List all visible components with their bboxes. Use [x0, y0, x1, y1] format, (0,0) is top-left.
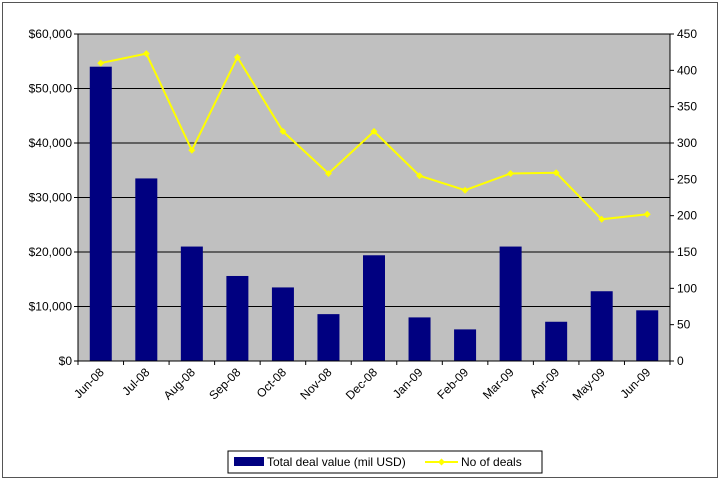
x-tick-label: Mar-09 [480, 365, 517, 402]
left-axis: $0 $10,000 $20,000 $30,000 $40,000 $50,000 $60… [29, 27, 79, 368]
left-tick-label: $60,000 [29, 27, 73, 41]
line-point [461, 186, 469, 194]
bar [180, 246, 203, 361]
legend-box [227, 450, 543, 474]
left-tick-label: $40,000 [29, 136, 73, 150]
bar [135, 178, 158, 361]
bar [363, 255, 385, 361]
x-tick-label: Sep-08 [206, 365, 243, 402]
x-tick-label: Apr-09 [527, 365, 563, 401]
gridlines [78, 33, 670, 307]
x-tick-label: Feb-09 [434, 365, 471, 402]
right-tick-label: 150 [677, 245, 697, 259]
bar [408, 317, 431, 361]
legend-bar-swatch [234, 457, 264, 466]
bar [89, 66, 112, 361]
legend-line-label: No of deals [461, 455, 522, 469]
right-tick-label: 100 [677, 281, 697, 295]
left-tick-label: $30,000 [29, 191, 73, 205]
bar [545, 321, 568, 361]
x-tick-label: Jan-09 [390, 365, 426, 401]
line-point [643, 210, 651, 218]
line-series [97, 50, 651, 223]
line-point [324, 170, 332, 178]
x-tick-label: May-09 [570, 365, 608, 403]
line-point [416, 172, 424, 180]
right-tick-label: 200 [677, 209, 697, 223]
line-point [370, 127, 378, 135]
right-tick-label: 50 [677, 318, 691, 332]
line-point [142, 50, 150, 58]
line-point [552, 169, 560, 177]
x-tick-label: Oct-08 [254, 365, 290, 401]
right-tick-label: 400 [677, 63, 697, 77]
x-tick-label: Jun-09 [617, 365, 653, 401]
line-point [97, 59, 105, 67]
bar [271, 287, 294, 361]
left-tick-label: $10,000 [29, 300, 73, 314]
right-tick-label: 300 [677, 136, 697, 150]
legend: Total deal value (mil USD) No of deals [227, 450, 543, 474]
bar [226, 275, 249, 361]
x-tick-label: Jul-08 [119, 365, 152, 398]
bar [590, 291, 613, 361]
legend-line-marker [438, 458, 445, 466]
right-tick-label: 0 [677, 354, 684, 368]
bar [636, 310, 659, 361]
x-axis: Jun-08 Jul-08 Aug-08 Sep-08 Oct-08 Nov-08 Dec-… [71, 360, 671, 403]
right-tick-label: 250 [677, 172, 697, 186]
bar-series [89, 66, 659, 361]
bar [454, 329, 477, 361]
left-tick-label: $20,000 [29, 245, 73, 259]
bar [499, 246, 522, 361]
right-tick-label: 350 [677, 100, 697, 114]
line-point [598, 215, 606, 223]
x-tick-label: Jun-08 [71, 365, 107, 401]
line-point [188, 146, 196, 154]
x-tick-label: Aug-08 [161, 365, 198, 402]
left-tick-label: $50,000 [29, 82, 73, 96]
right-axis: 0 50 100 150 200 250 300 350 400 450 [669, 27, 697, 368]
line-point [279, 127, 287, 135]
legend-bar-label: Total deal value (mil USD) [267, 455, 406, 469]
x-tick-label: Nov-08 [297, 365, 334, 402]
right-tick-label: 450 [677, 27, 697, 41]
bar [317, 314, 340, 361]
x-tick-label: Dec-08 [343, 365, 380, 402]
line-point [233, 53, 241, 61]
left-tick-label: $0 [59, 354, 73, 368]
line-point [507, 170, 515, 178]
